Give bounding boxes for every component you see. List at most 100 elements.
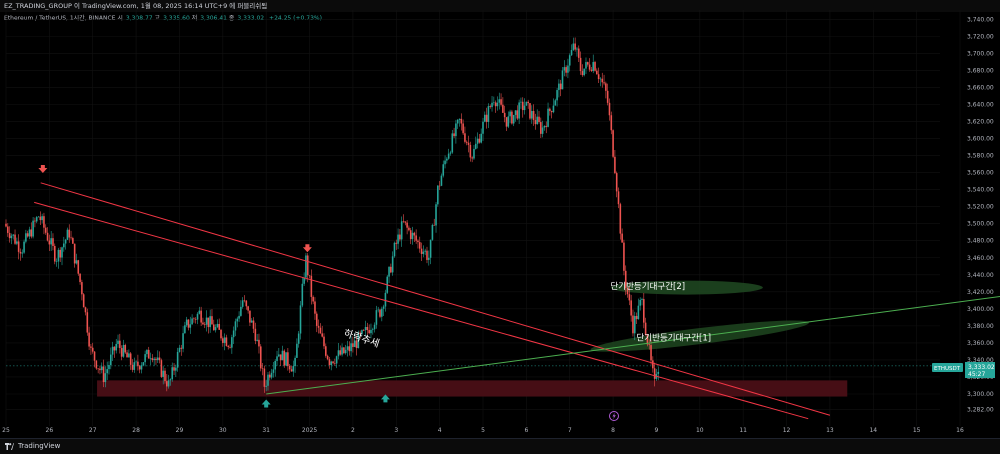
candle-body bbox=[37, 216, 40, 218]
candle-body bbox=[453, 133, 455, 137]
candle-body bbox=[393, 242, 396, 257]
price-tick-label: 3,420.00 bbox=[967, 289, 994, 296]
candle-body bbox=[529, 103, 531, 119]
lightning-icon[interactable] bbox=[609, 411, 619, 421]
candle-body bbox=[193, 318, 195, 320]
candle-body bbox=[57, 249, 60, 262]
price-axis[interactable]: 3,282.003,300.003,320.003,340.003,360.00… bbox=[967, 16, 994, 413]
candle-body bbox=[409, 230, 412, 240]
candle-body bbox=[362, 330, 365, 331]
high-label: 고 bbox=[154, 15, 161, 22]
time-tick-label: 30 bbox=[219, 427, 227, 434]
candle-body bbox=[39, 216, 42, 221]
candle-body bbox=[520, 101, 522, 103]
candle-body bbox=[41, 216, 43, 221]
price-tag-box bbox=[965, 362, 995, 378]
candle-body bbox=[315, 313, 318, 326]
tradingview-brand[interactable]: TradingView bbox=[18, 442, 61, 450]
candle-body bbox=[268, 374, 271, 378]
candle-body bbox=[265, 385, 267, 387]
candle-body bbox=[169, 379, 172, 381]
candle-body bbox=[615, 173, 618, 192]
candle-body bbox=[480, 133, 482, 143]
close-value: 3,333.02 bbox=[237, 15, 265, 22]
candle-body bbox=[334, 363, 336, 364]
candle-body bbox=[146, 349, 148, 355]
time-tick-label: 12 bbox=[783, 427, 791, 434]
candle-body bbox=[285, 352, 287, 366]
candle-body bbox=[28, 229, 31, 237]
candle-body bbox=[641, 299, 643, 300]
candle-body bbox=[456, 119, 459, 124]
time-tick-label: 2 bbox=[351, 427, 355, 434]
candle-body bbox=[460, 118, 463, 124]
candle-body bbox=[227, 346, 230, 347]
time-tick-label: 14 bbox=[869, 427, 877, 434]
symbol-name[interactable]: Ethereum / TetherUS, 1시간, BINANCE bbox=[4, 15, 116, 22]
tradingview-logo-icon[interactable] bbox=[5, 443, 14, 450]
price-tick-label: 3,560.00 bbox=[967, 170, 994, 177]
candle-body bbox=[7, 226, 9, 233]
close-label: 종 bbox=[228, 15, 235, 22]
candle-body bbox=[238, 315, 240, 319]
candle-body bbox=[382, 306, 385, 309]
candle-body bbox=[417, 240, 419, 243]
candle-body bbox=[605, 83, 607, 91]
candle-body bbox=[559, 83, 562, 90]
open-label: 시 bbox=[117, 15, 123, 22]
candle-body bbox=[180, 347, 183, 349]
candle-body bbox=[61, 247, 63, 258]
candle-body bbox=[646, 334, 649, 345]
candle-body bbox=[328, 359, 331, 366]
time-tick-label: 5 bbox=[481, 427, 485, 434]
candle-body bbox=[621, 233, 623, 243]
candle-body bbox=[536, 116, 539, 125]
candle-body bbox=[231, 337, 233, 348]
candle-body bbox=[100, 366, 103, 371]
candle-body bbox=[225, 337, 228, 347]
price-tick-label: 3,380.00 bbox=[967, 323, 994, 330]
candle-body bbox=[344, 349, 347, 354]
candle-body bbox=[458, 118, 461, 120]
candle-body bbox=[565, 67, 567, 73]
candle-body bbox=[301, 283, 304, 306]
candle-body bbox=[310, 275, 313, 297]
open-value: 3,308.77 bbox=[125, 15, 153, 22]
candle-body bbox=[8, 232, 11, 239]
candle-body bbox=[124, 344, 127, 353]
candle-body bbox=[173, 367, 175, 371]
candle-body bbox=[552, 105, 555, 113]
candle-body bbox=[610, 115, 613, 131]
candle-body bbox=[511, 111, 513, 124]
candle-body bbox=[482, 121, 484, 134]
candle-body bbox=[476, 138, 479, 144]
candle-body bbox=[326, 355, 329, 360]
candle-body bbox=[498, 99, 501, 103]
price-tick-label: 3,300.00 bbox=[967, 391, 994, 398]
candle-body bbox=[68, 229, 71, 238]
candle-body bbox=[256, 339, 258, 341]
candle-body bbox=[341, 347, 343, 355]
candle-body bbox=[653, 368, 656, 379]
candle-body bbox=[12, 234, 15, 236]
candle-body bbox=[175, 367, 177, 371]
support-zone-layer bbox=[97, 380, 848, 397]
candle-body bbox=[406, 222, 408, 228]
candle-body bbox=[581, 71, 584, 76]
candle-body bbox=[156, 357, 159, 361]
candle-body bbox=[592, 62, 595, 71]
time-tick-label: 29 bbox=[176, 427, 184, 434]
change-value: +24.25 (+0.73%) bbox=[269, 15, 322, 22]
trend-lines[interactable] bbox=[34, 182, 1000, 420]
candle-body bbox=[254, 328, 257, 341]
candle-body bbox=[426, 250, 428, 260]
candle-body bbox=[122, 344, 125, 357]
candle-body bbox=[30, 229, 33, 237]
candle-body bbox=[619, 204, 622, 234]
candle-body bbox=[113, 346, 116, 351]
time-axis[interactable]: 25 26 27 28 29 30 31 2025 2 3 4 5 6 7 8 9 10 11 12 13 14 15 16… bbox=[2, 427, 1000, 434]
candle-body bbox=[381, 308, 383, 317]
candle-body bbox=[59, 249, 62, 258]
candle-body bbox=[303, 277, 305, 284]
